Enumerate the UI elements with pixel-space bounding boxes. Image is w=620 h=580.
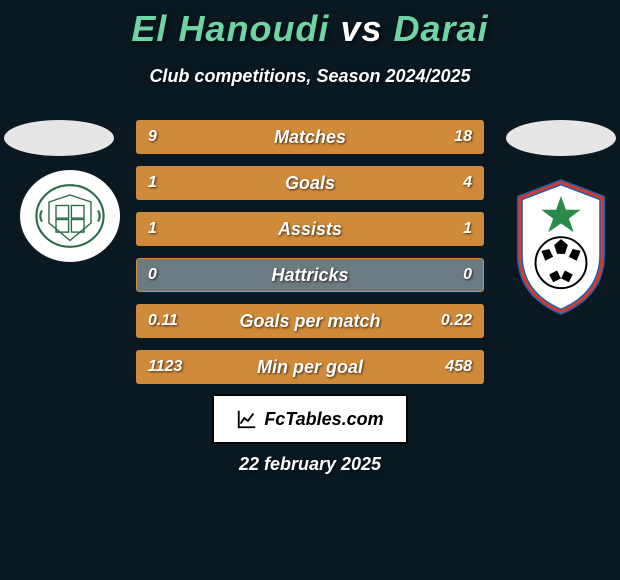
player1-flag-placeholder: [4, 120, 114, 156]
brand-text: FcTables.com: [264, 409, 383, 430]
shield-icon: [512, 178, 610, 316]
stat-label: Goals per match: [136, 304, 484, 338]
crest-icon: [35, 181, 105, 251]
title-player1: El Hanoudi: [131, 8, 329, 49]
subtitle: Club competitions, Season 2024/2025: [0, 66, 620, 87]
stat-row: 11Assists: [136, 212, 484, 246]
title-player2: Darai: [394, 8, 489, 49]
stat-label: Hattricks: [136, 258, 484, 292]
stat-row: 1123458Min per goal: [136, 350, 484, 384]
stat-row: 918Matches: [136, 120, 484, 154]
stat-label: Goals: [136, 166, 484, 200]
stat-row: 0.110.22Goals per match: [136, 304, 484, 338]
player2-club-logo: [512, 178, 610, 316]
chart-icon: [236, 408, 258, 430]
stats-container: 918Matches 14Goals 11Assists 00Hattricks 0.1…: [136, 120, 484, 396]
stat-label: Assists: [136, 212, 484, 246]
title-vs: vs: [340, 8, 382, 49]
stat-row: 00Hattricks: [136, 258, 484, 292]
brand-box: FcTables.com: [212, 394, 408, 444]
stat-row: 14Goals: [136, 166, 484, 200]
date: 22 february 2025: [0, 454, 620, 475]
title: El Hanoudi vs Darai: [0, 0, 620, 50]
player2-flag-placeholder: [506, 120, 616, 156]
stat-label: Min per goal: [136, 350, 484, 384]
player1-club-logo: [20, 170, 120, 262]
stat-label: Matches: [136, 120, 484, 154]
